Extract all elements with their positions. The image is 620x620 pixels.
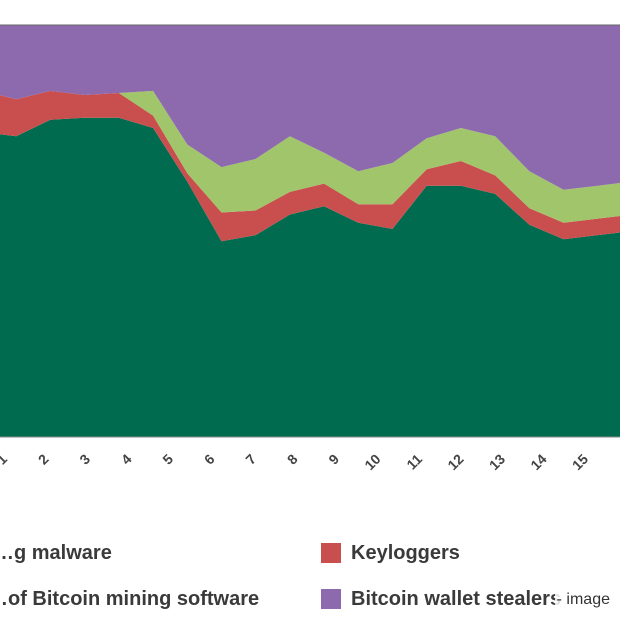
area-series-0 <box>0 117 620 437</box>
x-tick-label: 15 <box>569 451 591 473</box>
x-tick-label: 6 <box>201 451 218 468</box>
legend-item-mining-software: …of Bitcoin mining software <box>0 584 259 614</box>
legend-swatch-wallet-stealers <box>321 589 341 609</box>
x-tick-label: 3 <box>76 451 93 468</box>
x-tick-label: 13 <box>486 451 508 473</box>
stacked-area-chart: 1 2 3 4 5 6 7 8 9 10 11 12 13 14 15 <box>0 24 620 473</box>
image-credit: - image <box>554 590 612 610</box>
area-series-3 <box>0 25 620 190</box>
legend-label-malware: …g malware <box>0 541 112 564</box>
legend: …g malware Keyloggers …of Bitcoin mining… <box>0 530 620 620</box>
area-series-1 <box>0 90 620 242</box>
area-series-2 <box>0 90 620 223</box>
legend-item-malware: …g malware <box>0 538 112 568</box>
x-tick-label: 12 <box>444 451 466 473</box>
legend-item-keyloggers: Keyloggers <box>321 538 460 568</box>
x-tick-label: 9 <box>325 451 342 468</box>
x-tick-label: 4 <box>118 451 135 468</box>
x-tick-label: 10 <box>361 451 383 473</box>
x-tick-label: 5 <box>159 451 176 468</box>
x-axis-tick-labels: 1 2 3 4 5 6 7 8 9 10 11 12 13 14 15 <box>0 451 591 473</box>
legend-swatch-keyloggers <box>321 543 341 563</box>
x-tick-label: 2 <box>35 451 52 468</box>
legend-label-wallet-stealers: Bitcoin wallet stealers <box>351 587 562 610</box>
legend-label-mining-software: …of Bitcoin mining software <box>0 587 260 610</box>
x-tick-label: 1 <box>0 451 10 468</box>
x-tick-label: 14 <box>527 451 549 473</box>
area-series-layer <box>0 24 620 438</box>
legend-item-wallet-stealers: Bitcoin wallet stealers <box>321 584 561 614</box>
x-tick-label: 7 <box>242 451 259 468</box>
legend-label-keyloggers: Keyloggers <box>351 541 460 564</box>
x-tick-label: 11 <box>403 451 425 473</box>
x-tick-label: 8 <box>284 451 301 468</box>
